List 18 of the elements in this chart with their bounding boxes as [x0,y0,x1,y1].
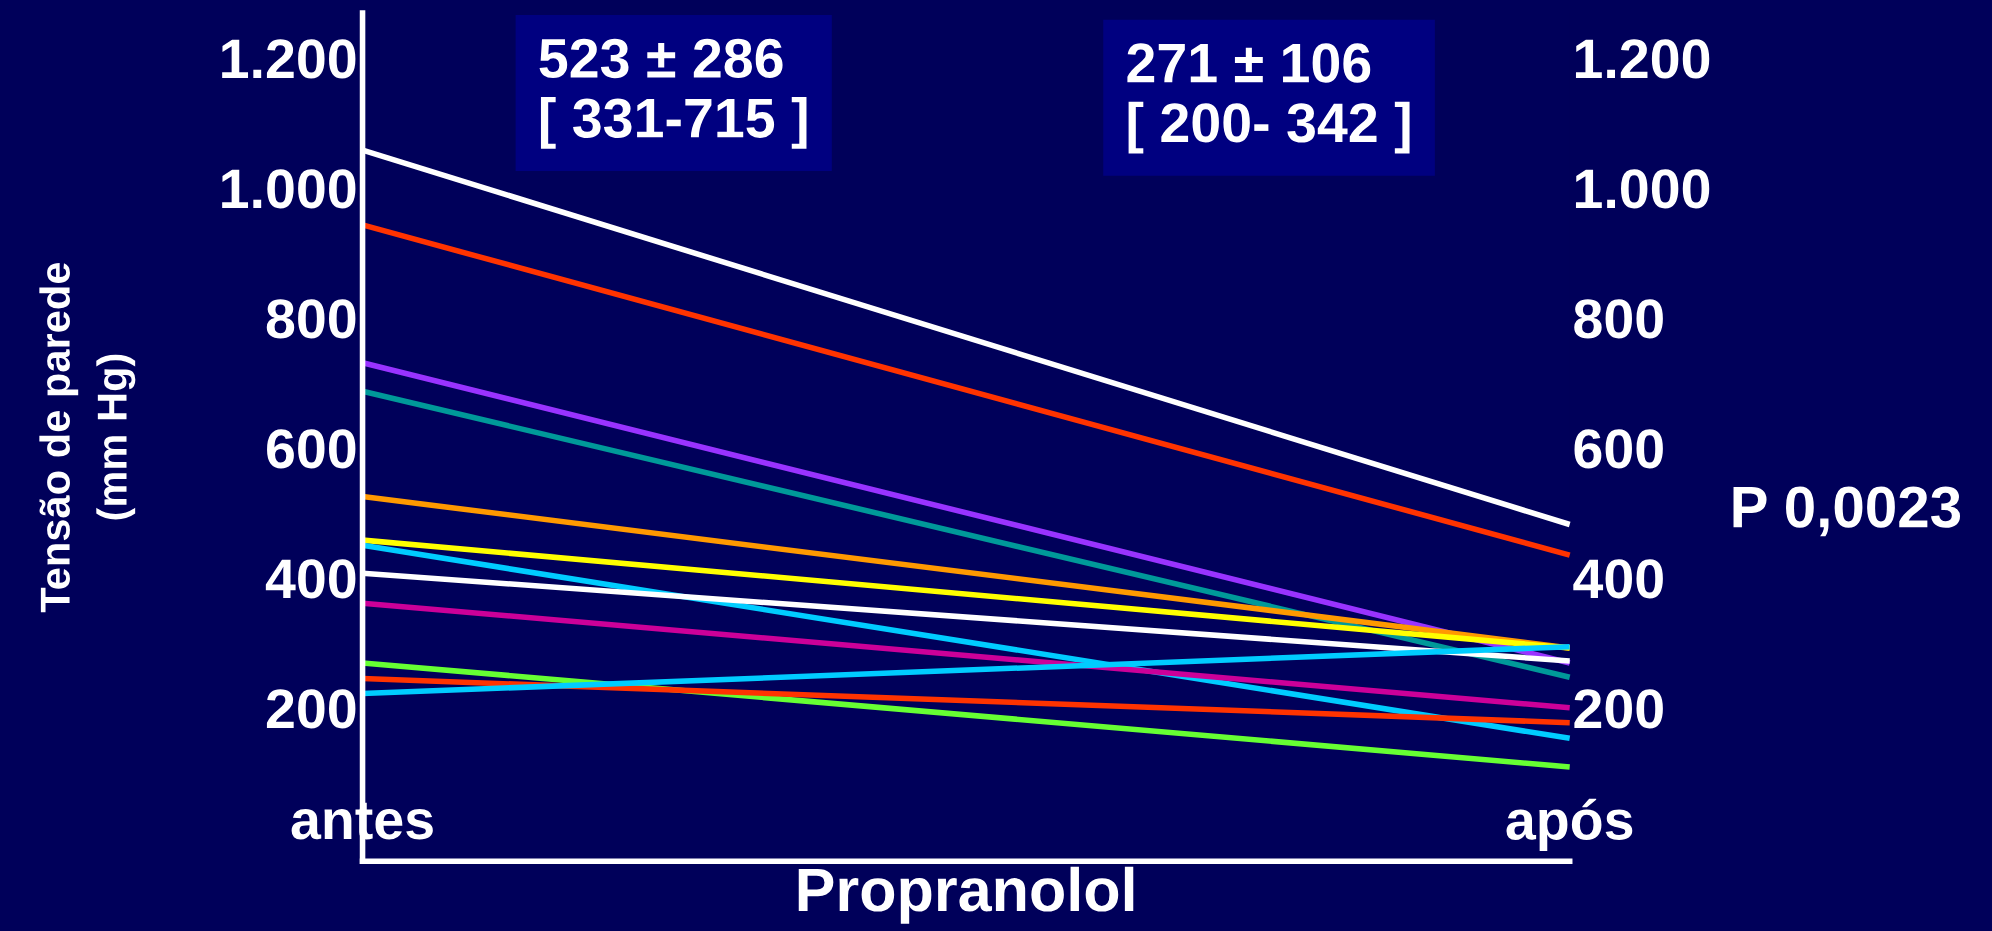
y2-tick-label: 200 [1574,689,1663,729]
y-tick-label: 400 [265,559,356,599]
annotation: 271 ± 106 [ 200- 342 ] [1127,43,1410,154]
y-axis-title: Tensão de parede (mm Hg) [39,262,136,613]
x-tick-label: após [1506,798,1633,851]
y-tick-label: 600 [267,429,356,469]
x-axis-title: Propranolol [798,866,1134,924]
y2-tick-label: 1.200 [1575,39,1710,79]
y-tick-label: 200 [266,689,356,729]
y2-tick-label: 800 [1574,299,1663,339]
y2-tick-label: 400 [1573,559,1663,599]
y2-tick-label: 1.000 [1575,169,1710,209]
y-tick-label: 800 [266,299,356,339]
y2-tick-label: 600 [1574,429,1663,469]
annotation: 523 ± 286 [ 331-715 ] [539,38,807,149]
annotation: P 0,0023 [1733,486,1961,537]
y-tick-label: 1.200 [222,39,356,79]
y-tick-label: 1.000 [222,169,356,209]
